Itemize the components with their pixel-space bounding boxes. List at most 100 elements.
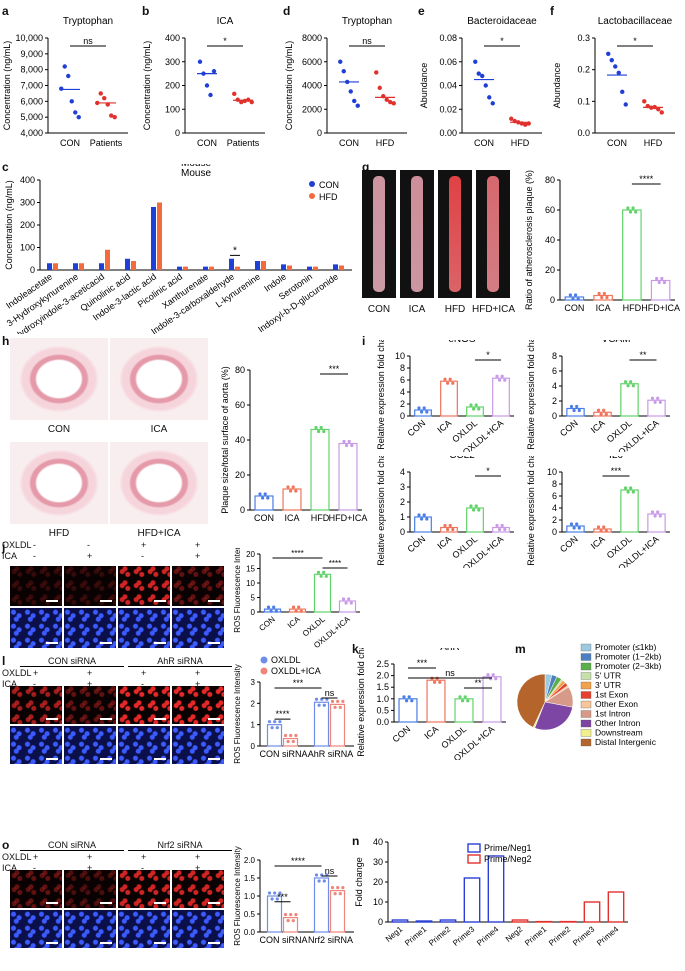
bar: [492, 526, 510, 533]
y-tick-label: 6,000: [20, 96, 43, 106]
data-point: [294, 913, 298, 917]
chart-d-tryptophan: 0 2000 4000 6000 8000 Concentration (ng/mL) Tr…: [284, 16, 407, 148]
x-tick-label: HFD: [376, 138, 395, 148]
significance-label: ***: [611, 466, 622, 476]
legend-label: 5' UTR: [595, 671, 621, 681]
treatment-sign: -: [33, 540, 36, 550]
y-tick-label: 20: [373, 877, 383, 887]
data-point: [275, 897, 279, 901]
data-point: [466, 699, 470, 703]
legend-swatch: [580, 653, 592, 661]
data-point: [274, 609, 278, 613]
data-point: [425, 517, 429, 521]
data-point: [600, 295, 604, 300]
treatment-sign: +: [87, 551, 93, 561]
data-point: [319, 425, 323, 430]
bar: [564, 296, 585, 301]
data-point: [433, 680, 437, 684]
y-axis-label: Abundance: [419, 63, 429, 109]
x-tick-label: Prime1: [403, 924, 429, 948]
y-tick-label: 0: [378, 917, 383, 927]
data-point: [102, 95, 107, 101]
ros-image: [64, 686, 116, 724]
data-point: [596, 408, 601, 412]
aorta-tissue: [373, 176, 385, 292]
panel-label-c: c: [2, 160, 9, 174]
treatment-sign: -: [33, 679, 36, 689]
data-point: [286, 919, 290, 923]
bar: [333, 264, 338, 270]
treatment-sign: +: [33, 852, 39, 862]
treatment-sign: +: [195, 852, 201, 862]
treatment-row-label: OXLDL: [2, 540, 32, 550]
data-point: [330, 699, 335, 703]
aorta-tissue: [487, 176, 499, 292]
chart-e-bacteroidaceae: 0.00 0.02 0.04 0.06 0.08 Abundance Bacteroidac…: [419, 16, 542, 148]
data-point: [575, 404, 579, 409]
legend-swatch: [580, 662, 592, 671]
y-tick-label: 2.5: [376, 659, 389, 669]
x-tick-label: Prime4: [475, 924, 501, 948]
y-tick-label: 4: [552, 381, 557, 391]
data-point: [490, 101, 495, 106]
dapi-image: [64, 726, 116, 764]
chart-title: eNOS: [448, 340, 476, 345]
significance-label: ***: [277, 892, 288, 902]
condition-header: AhR siRNA: [128, 656, 232, 667]
data-point: [317, 879, 321, 883]
data-point: [391, 101, 396, 106]
data-point: [597, 291, 601, 296]
panel-label-g: g: [362, 160, 370, 174]
x-tick-label: ICA: [435, 534, 453, 551]
bar: [487, 855, 505, 923]
y-tick-label: 4: [400, 467, 405, 477]
legend-swatch: [580, 700, 592, 709]
treatment-sign: +: [141, 852, 147, 862]
bar: [287, 265, 292, 270]
data-point: [355, 103, 360, 108]
x-tick-label: HFD: [511, 138, 530, 148]
y-tick-label: 0: [550, 295, 555, 305]
y-tick-label: 0.2: [577, 65, 590, 75]
treatment-sign: +: [141, 668, 147, 678]
bar: [338, 600, 357, 613]
data-point: [623, 380, 628, 384]
bar: [263, 608, 282, 613]
data-point: [317, 703, 321, 707]
bar: [620, 383, 639, 417]
data-point: [422, 406, 426, 410]
x-tick-label: CON: [391, 724, 413, 745]
bar: [79, 263, 84, 270]
bar: [313, 701, 330, 747]
data-point: [604, 529, 608, 533]
x-tick-label: Prime3: [451, 924, 477, 948]
data-point: [417, 513, 421, 517]
y-tick-label: 0.1: [577, 96, 590, 106]
bar: [593, 528, 612, 533]
data-point: [577, 408, 581, 413]
y-tick-label: 10,000: [15, 33, 43, 43]
y-axis-label: Concentration (ng/mL): [284, 41, 294, 131]
group-label: HFD: [48, 528, 70, 539]
ros-image: [172, 566, 224, 606]
bar: [511, 919, 529, 923]
bar: [415, 920, 433, 923]
data-point: [347, 597, 351, 601]
pie-slice: [516, 673, 546, 728]
chart-j-ros: 0 5 10 15 20 ROS Fluorescence Intensity CON ICA…: [233, 548, 360, 650]
treatment-sign: -: [141, 679, 144, 689]
data-point: [322, 703, 326, 707]
data-point: [239, 99, 244, 105]
chart-a-tryptophan: 4,000 5,000 6,000 7,000 8,000 9,000 10,000Conc…: [2, 16, 128, 148]
bar: [439, 919, 457, 923]
data-point: [659, 110, 664, 115]
data-point: [503, 527, 507, 532]
y-tick-label: 1: [400, 512, 405, 522]
y-tick-label: 3: [400, 482, 405, 492]
bar: [583, 901, 601, 923]
data-point: [270, 726, 274, 730]
data-point: [374, 70, 379, 75]
data-point: [448, 523, 452, 528]
y-tick-label: 6: [552, 366, 557, 376]
data-point: [402, 695, 406, 699]
